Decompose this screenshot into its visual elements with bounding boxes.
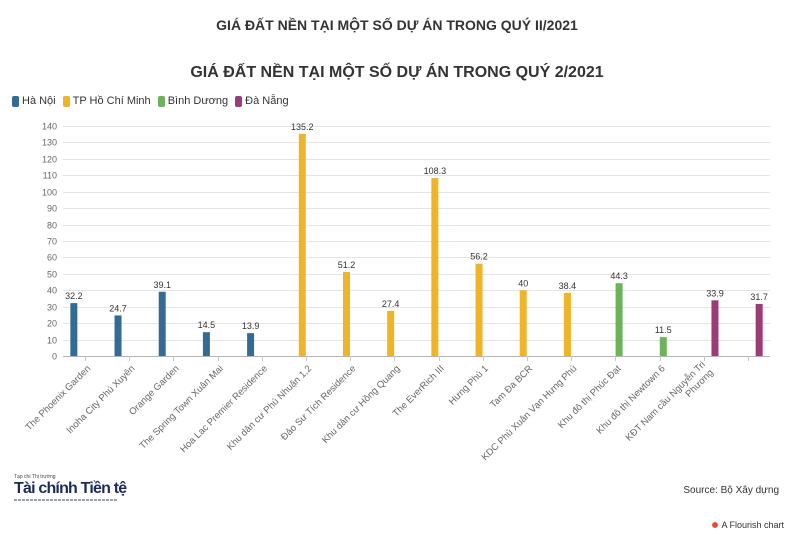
data-label: 32.2 [65,291,83,301]
data-label: 31.7 [750,292,768,302]
logo-tagline: Tạp chí Thị trường [14,474,56,480]
flourish-logo-icon [712,521,719,529]
data-label: 108.3 [424,166,447,176]
legend-item-da-nang[interactable]: Đà Nẵng [235,94,289,108]
y-tick-label: 0 [52,352,57,362]
y-axis: 0 10 20 30 40 50 60 70 80 90 100 110 120 130 140 [42,122,770,362]
bar[interactable] [615,283,623,356]
x-tick-label: KDC Phú Xuân Vạn Hưng Phú [480,363,580,463]
y-tick-label: 60 [47,253,57,263]
bar[interactable] [158,291,166,356]
data-label: 14.5 [198,320,216,330]
y-tick-label: 140 [42,122,57,132]
data-label: 39.1 [153,280,171,290]
data-label: 24.7 [109,303,127,313]
bar[interactable] [711,300,719,356]
x-tick-label: Hoa Lac Premier Residence [178,363,270,455]
y-tick-label: 30 [47,303,57,313]
bar[interactable] [755,303,763,356]
bar[interactable] [387,310,395,356]
data-label: 13.9 [242,321,260,331]
data-label: 40 [518,278,528,288]
y-tick-label: 70 [47,237,57,247]
y-tick-label: 20 [47,319,57,329]
x-tick-label: Tam Đa BCR [488,363,535,410]
legend-item-ha-noi[interactable]: Hà Nội [12,94,56,108]
x-tick-label: Khu dân cư Phú Nhuận 1,2 [225,363,314,452]
data-label: 11.5 [655,325,672,335]
flourish-credit-label: A Flourish chart [721,520,784,530]
data-label: 33.9 [706,288,724,298]
y-tick-label: 90 [47,204,57,214]
bar[interactable] [70,303,78,356]
publisher-logo: Tạp chí Thị trường Tài chính Tiền tệ [14,474,127,501]
bar[interactable] [114,315,122,356]
bar[interactable] [247,333,255,356]
bar[interactable] [475,263,483,356]
x-tick-label: Khu dân cư Hồng Quang [320,363,402,445]
data-label: 56.2 [470,252,488,262]
data-label: 27.4 [382,299,400,309]
y-tick-label: 110 [43,171,57,181]
legend-swatch [12,95,19,107]
y-tick-label: 40 [47,286,57,296]
bar[interactable] [659,337,667,356]
y-tick-label: 80 [47,221,57,231]
logo-rule [14,499,118,501]
legend-label: TP Hồ Chí Minh [72,95,151,107]
y-tick-label: 130 [42,138,57,148]
bar[interactable] [202,332,210,356]
legend-label: Hà Nội [22,95,56,107]
data-label: 135.2 [291,122,314,132]
page-heading: GIÁ ĐẤT NỀN TẠI MỘT SỐ DỰ ÁN TRONG QUÝ I… [216,17,578,33]
data-label: 51.2 [338,260,356,270]
y-tick-label: 10 [47,336,57,346]
x-tick-label: The Spring Town Xuân Mai [137,363,225,451]
chart-title: GIÁ ĐẤT NỀN TẠI MỘT SỐ DỰ ÁN TRONG QUÝ 2… [190,64,604,81]
y-tick-label: 100 [42,188,57,198]
x-tick-label: KĐT Nam cầu Nguyễn TriPhương [624,359,716,451]
bar[interactable] [563,292,571,356]
legend: Hà Nội TP Hồ Chí Minh Bình Dương Đà Nẵng [12,94,296,108]
legend-swatch [235,95,243,107]
legend-item-binh-duong[interactable]: Bình Dương [157,94,229,108]
data-label: 38.4 [559,281,577,291]
x-tick-label: Đảo Sư Tích Residence [279,363,358,442]
data-label: 44.3 [610,271,628,281]
x-tick-label: Hưng Phú 1 [447,363,491,407]
legend-swatch [157,95,165,107]
chart-source: Source: Bộ Xây dựng [683,485,779,496]
legend-swatch [62,95,70,107]
bars: 32.2 24.7 39.1 14.5 13.9 135.2 51.2 27.4 108.3 56… [65,122,768,356]
bar[interactable] [298,133,306,356]
legend-label: Bình Dương [167,95,229,107]
bar[interactable] [342,271,350,356]
bar[interactable] [431,178,439,356]
legend-item-tp-ho-chi-minh[interactable]: TP Hồ Chí Minh [62,94,151,108]
y-tick-label: 50 [47,270,57,280]
legend-label: Đà Nẵng [245,95,289,107]
bar[interactable] [519,290,527,356]
y-tick-label: 120 [42,155,57,165]
flourish-credit-link[interactable]: A Flourish chart [711,519,784,531]
logo-wordmark: Tài chính Tiền tệ [14,480,127,497]
